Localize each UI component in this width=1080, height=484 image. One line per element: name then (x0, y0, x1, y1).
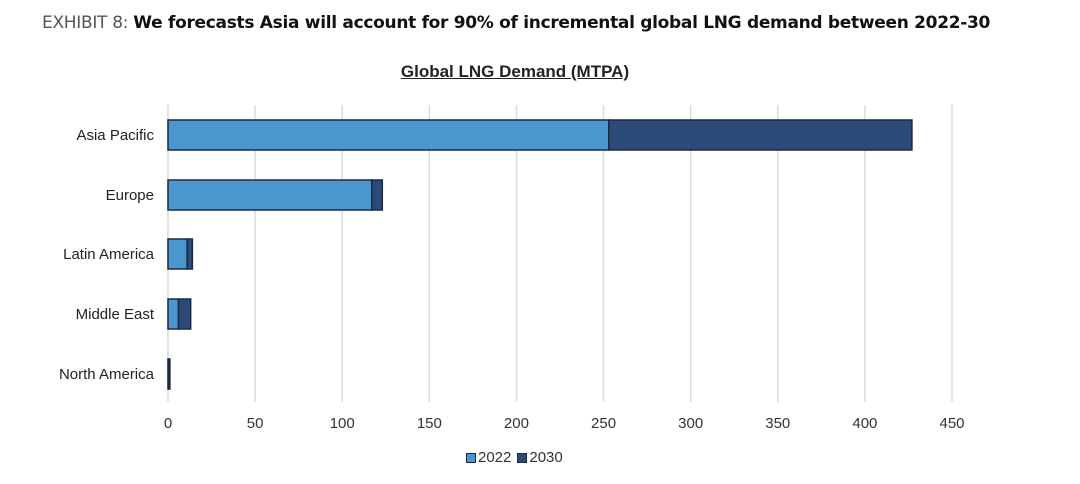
legend: 2022 2030 (466, 449, 563, 466)
bar-2022-latin-america (167, 238, 188, 270)
exhibit-headline: We forecasts Asia will account for 90% o… (133, 13, 991, 33)
chart-title: Global LNG Demand (MTPA) (400, 62, 630, 81)
legend-swatch-2030 (517, 452, 528, 463)
x-tick-label: 300 (678, 415, 703, 432)
bar-2022-europe (167, 179, 373, 211)
category-label: Latin America (63, 246, 155, 263)
x-tick-label: 100 (330, 415, 355, 432)
category-labels: Asia Pacific Europe Latin America Middle Ea… (59, 127, 155, 383)
x-tick-label: 200 (504, 415, 529, 432)
bar-2030-middle-east (177, 298, 192, 330)
legend-item-2022: 2022 (466, 449, 511, 466)
x-tick-label: 150 (417, 415, 442, 432)
x-tick-label: 400 (852, 415, 877, 432)
bar-2022-middle-east (167, 298, 180, 330)
x-tick-label: 250 (591, 415, 616, 432)
bars (167, 119, 913, 390)
x-tick-label: 50 (247, 415, 264, 432)
x-tick-label: 450 (939, 415, 964, 432)
x-tick-label: 0 (164, 415, 172, 432)
category-label: North America (59, 366, 155, 383)
bar-2022-asia-pacific (167, 119, 610, 151)
category-label: Asia Pacific (76, 127, 154, 144)
bar-2030-asia-pacific (608, 119, 913, 151)
bar-2030-europe (371, 179, 384, 211)
x-tick-label: 350 (765, 415, 790, 432)
exhibit-label: EXHIBIT 8: (42, 13, 134, 33)
bar-2030-north-america (168, 358, 171, 390)
legend-item-2030: 2030 (517, 449, 563, 466)
legend-swatch-2022 (466, 452, 476, 463)
bar-2030-latin-america (186, 238, 194, 270)
exhibit-caption: EXHIBIT 8: We forecasts Asia will accoun… (42, 13, 990, 33)
category-label: Middle East (76, 306, 155, 323)
legend-label-2030: 2030 (529, 449, 563, 466)
legend-label-2022: 2022 (478, 449, 512, 466)
x-tick-labels: 0 50 100 150 200 250 300 350 400 450 (164, 415, 965, 432)
category-label: Europe (106, 187, 154, 204)
